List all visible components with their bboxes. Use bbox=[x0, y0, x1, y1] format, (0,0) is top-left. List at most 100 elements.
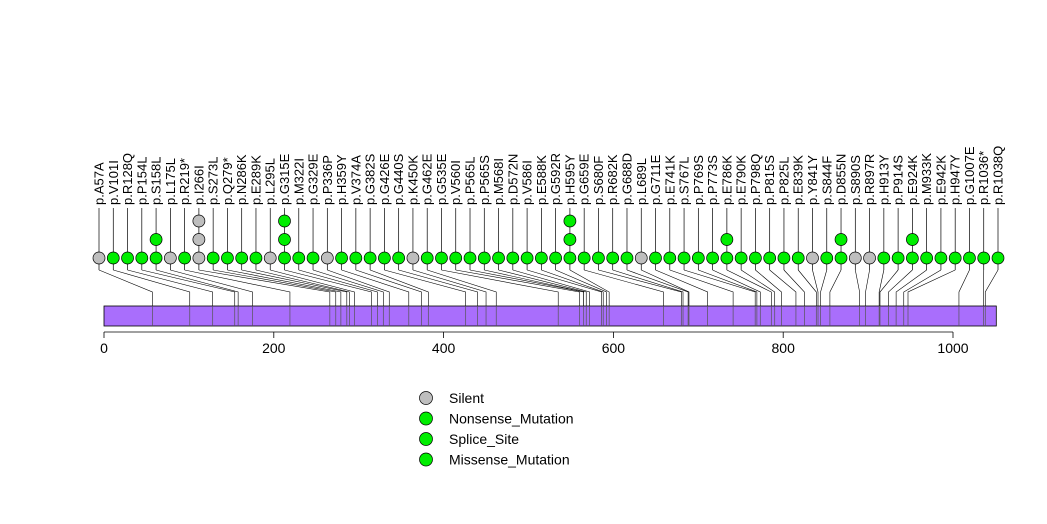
mutation-label: p.E289K bbox=[248, 155, 263, 205]
mutation-point bbox=[934, 251, 948, 265]
connector-line bbox=[888, 269, 913, 306]
mutation-point bbox=[292, 251, 306, 265]
mutation-point bbox=[449, 251, 463, 265]
connector-line bbox=[598, 269, 682, 306]
connector-line bbox=[527, 269, 602, 306]
mutation-label: p.R682K bbox=[605, 154, 620, 205]
mutation-point bbox=[706, 251, 719, 265]
mutation-label: p.G592R bbox=[548, 153, 563, 205]
connector-line bbox=[412, 269, 487, 306]
mutation-label: p.E790K bbox=[734, 155, 749, 205]
mutation-label: p.R128Q bbox=[120, 153, 135, 205]
legend-swatch bbox=[419, 452, 433, 467]
mutation-point bbox=[977, 251, 991, 265]
mutation-point bbox=[763, 251, 777, 265]
connector-line bbox=[958, 269, 970, 306]
mutation-point bbox=[749, 251, 762, 265]
x-tick-label: 0 bbox=[100, 340, 108, 356]
mutation-label: p.Y841Y bbox=[805, 155, 820, 205]
mutation-label: p.Q279* bbox=[220, 157, 235, 205]
mutation-label: p.S158L bbox=[149, 157, 164, 205]
mutation-point bbox=[349, 251, 363, 265]
mutation-label: p.V101I bbox=[106, 160, 121, 205]
mutation-point bbox=[634, 251, 648, 265]
x-tick-label: 800 bbox=[772, 340, 796, 356]
mutation-label: p.V560I bbox=[448, 160, 463, 205]
connector-line bbox=[626, 269, 689, 306]
mutation-point bbox=[420, 251, 434, 265]
mutation-label: p.P798Q bbox=[748, 154, 763, 205]
mutation-point bbox=[106, 251, 120, 265]
mutation-label: p.A57A bbox=[92, 162, 107, 205]
mutation-point bbox=[663, 251, 677, 265]
mutation-point bbox=[791, 251, 805, 265]
connector-line bbox=[878, 269, 885, 306]
connector-line bbox=[113, 269, 191, 306]
mutation-point bbox=[848, 251, 862, 265]
mutation-label: p.D572N bbox=[505, 154, 520, 205]
x-tick-label: 1000 bbox=[937, 340, 968, 356]
mutation-label: p.V586I bbox=[520, 160, 535, 205]
mutation-point bbox=[834, 251, 848, 265]
mutation-point bbox=[906, 251, 919, 265]
mutation-point bbox=[92, 251, 106, 265]
connector-line bbox=[170, 269, 253, 306]
mutation-label: p.G462E bbox=[420, 153, 435, 205]
connector-line bbox=[820, 269, 828, 306]
mutation-point bbox=[235, 251, 249, 265]
connector-line bbox=[783, 269, 805, 306]
mutation-point bbox=[920, 251, 934, 265]
mutation-point bbox=[363, 251, 377, 265]
mutation-label: p.G315E bbox=[277, 153, 292, 205]
connector-line bbox=[213, 269, 337, 306]
mutation-label: p.H913Y bbox=[876, 154, 891, 205]
mutation-point bbox=[492, 251, 505, 265]
legend: Silent Nonsense_Mutation Splice_Site Missen… bbox=[419, 390, 574, 468]
mutation-point bbox=[249, 251, 263, 265]
mutation-label: p.P815S bbox=[762, 155, 777, 205]
mutation-label: p.G440S bbox=[391, 153, 406, 205]
legend-label: Splice_Site bbox=[449, 431, 519, 447]
mutation-label: p.I266I bbox=[191, 165, 206, 205]
connector-line bbox=[855, 269, 860, 306]
connector-line bbox=[327, 269, 390, 306]
mutation-label: p.G382S bbox=[363, 153, 378, 205]
legend-swatch bbox=[419, 432, 433, 446]
mutation-point bbox=[806, 251, 819, 265]
mutation-label: p.G659E bbox=[577, 153, 592, 205]
connector-line bbox=[541, 269, 604, 306]
mutation-label: p.H595Y bbox=[562, 154, 577, 205]
connector-line bbox=[865, 269, 870, 306]
mutation-label: p.N286K bbox=[234, 154, 249, 205]
connector-line bbox=[298, 269, 378, 306]
connector-line bbox=[907, 269, 956, 306]
mutation-point bbox=[506, 251, 520, 265]
connector-line bbox=[698, 269, 758, 306]
mutation-point bbox=[649, 251, 662, 265]
connector-line bbox=[255, 269, 350, 306]
mutation-point bbox=[577, 251, 591, 265]
mutation-label: p.L295L bbox=[263, 158, 278, 205]
legend-swatch bbox=[419, 411, 433, 426]
mutation-label: p.S844F bbox=[819, 156, 834, 205]
mutation-label: p.G329E bbox=[306, 153, 321, 205]
mutation-label: p.G426E bbox=[377, 153, 392, 205]
mutation-point bbox=[149, 251, 163, 265]
connector-line bbox=[879, 269, 899, 306]
mutation-point bbox=[863, 251, 876, 265]
connector-line bbox=[184, 269, 291, 306]
mutation-label: p.S273L bbox=[206, 157, 221, 205]
mutation-point bbox=[720, 251, 734, 265]
legend-swatch bbox=[419, 391, 433, 405]
mutation-point bbox=[734, 251, 748, 265]
mutation-label: p.E942K bbox=[933, 155, 948, 205]
mutation-point bbox=[906, 233, 919, 246]
connector-line bbox=[569, 269, 610, 306]
connector-line bbox=[156, 269, 239, 306]
connector-line bbox=[227, 269, 342, 306]
mutation-label: p.E588K bbox=[534, 155, 549, 205]
mutation-point bbox=[991, 251, 1005, 265]
mutation-point bbox=[535, 251, 548, 265]
connector-line bbox=[398, 269, 478, 306]
x-tick-label: 600 bbox=[602, 340, 626, 356]
